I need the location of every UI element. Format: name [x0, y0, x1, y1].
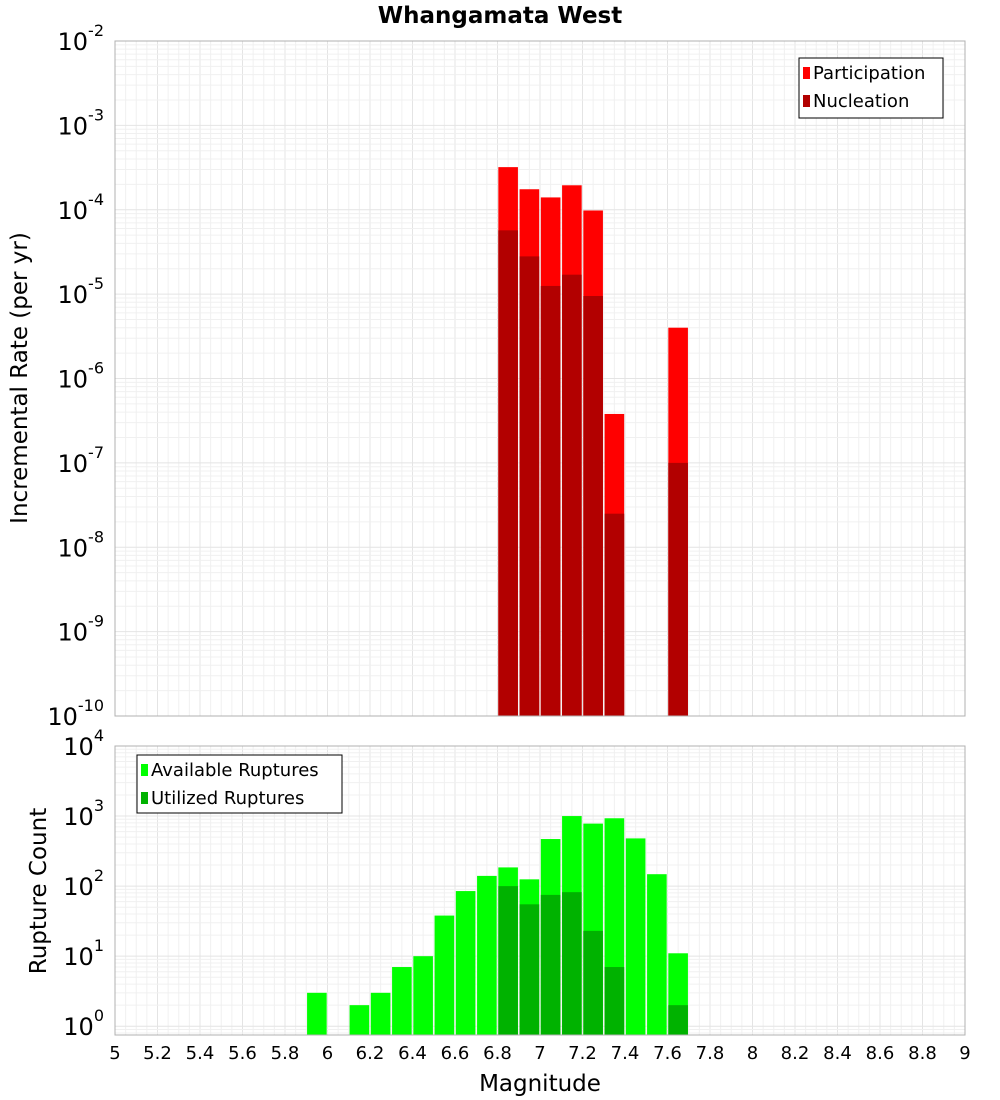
bar-available-ruptures	[477, 875, 497, 1035]
bar-available-ruptures	[307, 992, 327, 1035]
x-tick-label: 5.6	[228, 1043, 257, 1064]
y-tick-label: 104	[63, 726, 104, 761]
y-tick-label: 100	[63, 1006, 104, 1041]
legend-swatch	[141, 764, 148, 776]
bar-nucleation	[668, 462, 688, 716]
y-tick-label: 10-9	[58, 612, 105, 647]
bottom-plot-area: 100 101 102 103 104 5 5.2 5.4 5.6 5.8 6 6.2 6.4 6.6 6.…	[63, 726, 970, 1064]
bar-available-ruptures	[647, 874, 667, 1035]
plot-frame	[114, 40, 966, 717]
y-tick-label: 10-4	[58, 190, 105, 225]
legend-label: Nucleation	[813, 91, 909, 112]
x-tick-label: 8	[747, 1043, 758, 1064]
bar-nucleation	[498, 230, 518, 716]
y-tick-label: 10-2	[58, 21, 105, 56]
x-tick-label: 5.4	[186, 1043, 215, 1064]
x-tick-label: 7	[534, 1043, 545, 1064]
bar-nucleation	[583, 296, 603, 716]
legend-swatch	[803, 67, 810, 79]
bar-utilized-ruptures	[498, 886, 518, 1035]
legend-label: Participation	[813, 63, 925, 84]
bar-nucleation	[562, 274, 582, 716]
x-tick-label: 6.2	[356, 1043, 385, 1064]
y-tick-label: 10-5	[58, 274, 105, 309]
legend-label: Utilized Ruptures	[151, 788, 304, 809]
x-tick-label: 6	[322, 1043, 333, 1064]
x-tick-label: 8.2	[781, 1043, 810, 1064]
bar-available-ruptures	[455, 891, 476, 1035]
bar-available-ruptures	[392, 967, 412, 1035]
legend-box	[136, 754, 343, 814]
x-tick-label: 9	[959, 1043, 970, 1064]
bar-utilized-ruptures	[519, 904, 540, 1035]
x-tick-label: 8.8	[908, 1043, 937, 1064]
y-tick-label: 10-3	[58, 105, 105, 140]
bar-utilized-ruptures	[583, 930, 603, 1035]
top-y-axis-label: Incremental Rate (per yr)	[7, 232, 33, 524]
bar-nucleation	[540, 285, 561, 716]
bar-available-ruptures	[625, 838, 646, 1035]
x-tick-label: 6.4	[398, 1043, 427, 1064]
bar-available-ruptures	[370, 992, 391, 1035]
legend-swatch	[141, 792, 148, 804]
bar-available-ruptures	[413, 956, 433, 1035]
x-tick-label: 5.2	[143, 1043, 172, 1064]
bar-utilized-ruptures	[562, 892, 582, 1035]
x-tick-label: 7.6	[653, 1043, 682, 1064]
x-tick-label: 6.8	[483, 1043, 512, 1064]
bar-available-ruptures	[349, 1005, 370, 1035]
bar-utilized-ruptures	[668, 1005, 688, 1035]
bar-nucleation	[604, 513, 625, 716]
x-tick-label: 7.8	[696, 1043, 725, 1064]
legend-box	[798, 57, 944, 119]
x-tick-label: 7.4	[611, 1043, 640, 1064]
x-tick-label: 5	[109, 1043, 120, 1064]
y-tick-label: 101	[63, 936, 104, 971]
x-axis-label: Magnitude	[479, 1071, 601, 1097]
y-tick-label: 103	[63, 796, 104, 831]
bar-nucleation	[519, 256, 540, 716]
y-tick-label: 10-6	[58, 359, 105, 394]
x-tick-label: 8.6	[866, 1043, 895, 1064]
bar-available-ruptures	[434, 915, 455, 1035]
bar-utilized-ruptures	[604, 967, 625, 1035]
x-tick-label: 8.4	[823, 1043, 852, 1064]
x-tick-label: 7.2	[568, 1043, 597, 1064]
y-tick-label: 10-7	[58, 443, 105, 478]
plot-frame	[114, 745, 966, 1036]
legend: Available Ruptures Utilized Ruptures	[136, 754, 343, 814]
top-plot-area: 10-10 10-9 10-8 10-7 10-6 10-5 10-4 10-3 10-2 Par…	[47, 21, 966, 731]
x-tick-label: 5.8	[271, 1043, 300, 1064]
bar-utilized-ruptures	[540, 894, 561, 1035]
y-tick-label: 10-10	[47, 696, 104, 731]
x-tick-label: 6.6	[441, 1043, 470, 1064]
legend: Participation Nucleation	[798, 57, 944, 119]
bottom-y-axis-label: Rupture Count	[26, 808, 52, 974]
y-tick-label: 10-8	[58, 527, 105, 562]
legend-label: Available Ruptures	[151, 760, 319, 781]
y-tick-label: 102	[63, 866, 104, 901]
legend-swatch	[803, 95, 810, 107]
chart-title: Whangamata West	[378, 3, 622, 29]
